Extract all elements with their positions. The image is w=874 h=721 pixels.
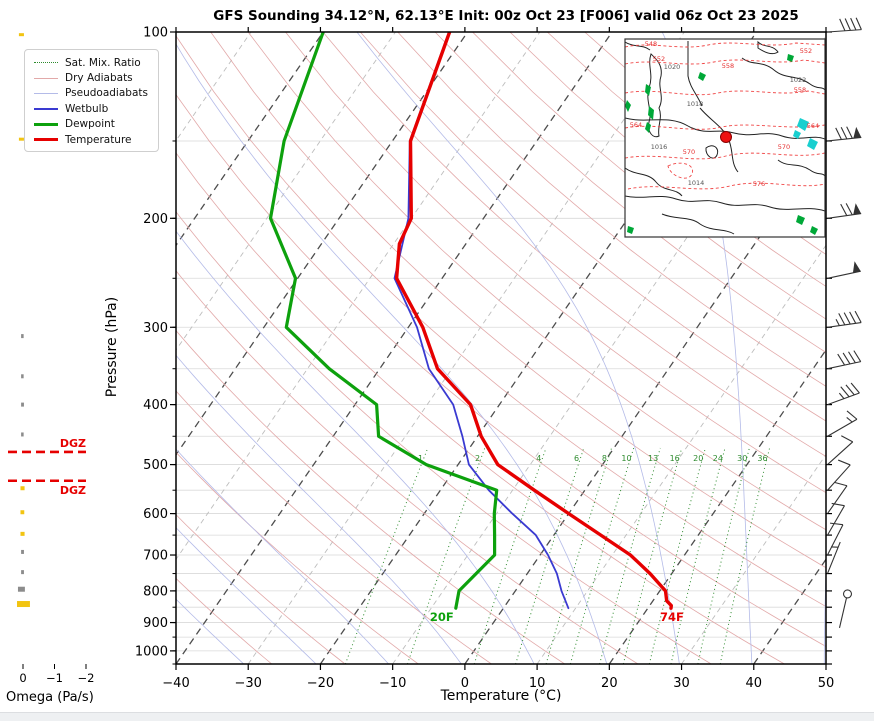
legend-item-wetbulb: Wetbulb bbox=[25, 101, 158, 116]
svg-text:564: 564 bbox=[630, 121, 642, 129]
svg-text:−40: −40 bbox=[162, 676, 189, 691]
svg-text:900: 900 bbox=[143, 616, 168, 631]
svg-text:40: 40 bbox=[746, 676, 763, 691]
svg-text:570: 570 bbox=[778, 143, 790, 151]
svg-text:200: 200 bbox=[143, 212, 168, 227]
svg-text:4: 4 bbox=[536, 454, 541, 463]
svg-text:10: 10 bbox=[621, 454, 631, 463]
legend-item-pseudoadiabats: Pseudoadiabats bbox=[25, 86, 158, 101]
svg-text:1000: 1000 bbox=[135, 644, 168, 659]
legend-item-dry-adiabats: Dry Adiabats bbox=[25, 70, 158, 85]
svg-text:0: 0 bbox=[19, 671, 26, 685]
pseudoadiabat-lines bbox=[176, 32, 826, 664]
svg-text:8: 8 bbox=[602, 454, 607, 463]
svg-text:20: 20 bbox=[693, 454, 703, 463]
svg-text:1022: 1022 bbox=[790, 76, 807, 84]
svg-text:1020: 1020 bbox=[664, 63, 681, 71]
dewpoint-curve bbox=[268, 32, 499, 610]
svg-text:100: 100 bbox=[143, 26, 168, 41]
svg-text:6: 6 bbox=[574, 454, 579, 463]
legend-item-sat-mix-ratio: Sat. Mix. Ratio bbox=[25, 55, 158, 70]
svg-text:20: 20 bbox=[601, 676, 618, 691]
legend: Sat. Mix. Ratio Dry Adiabats Pseudoadiab… bbox=[24, 49, 159, 153]
temperature-curve bbox=[394, 32, 673, 610]
svg-text:552: 552 bbox=[800, 47, 812, 55]
omega-panel: 0 −1 −2 bbox=[17, 33, 94, 685]
dewpoint-line-swatch bbox=[34, 122, 58, 126]
legend-item-temperature: Temperature bbox=[25, 132, 158, 147]
svg-text:30: 30 bbox=[673, 676, 690, 691]
svg-text:558: 558 bbox=[794, 86, 806, 94]
svg-text:24: 24 bbox=[713, 454, 723, 463]
svg-text:700: 700 bbox=[143, 549, 168, 564]
svg-text:1016: 1016 bbox=[651, 143, 668, 151]
mixing-ratio-lines bbox=[344, 447, 771, 664]
svg-text:0: 0 bbox=[461, 676, 469, 691]
wetbulb-curve bbox=[393, 32, 570, 610]
pseudoadiabats-line-swatch bbox=[34, 92, 58, 94]
wind-barb-column bbox=[826, 17, 862, 629]
svg-text:−10: −10 bbox=[379, 676, 406, 691]
svg-text:400: 400 bbox=[143, 398, 168, 413]
svg-text:1014: 1014 bbox=[688, 179, 705, 187]
svg-text:600: 600 bbox=[143, 507, 168, 522]
svg-text:30: 30 bbox=[737, 454, 747, 463]
svg-text:570: 570 bbox=[683, 148, 695, 156]
svg-text:−20: −20 bbox=[307, 676, 334, 691]
svg-text:558: 558 bbox=[722, 62, 734, 70]
wetbulb-line-swatch bbox=[34, 107, 58, 110]
svg-text:548: 548 bbox=[645, 40, 657, 48]
svg-text:552: 552 bbox=[653, 55, 665, 63]
svg-text:1018: 1018 bbox=[687, 100, 704, 108]
axis-tick-labels: −40 −30 −20 −10 0 10 20 30 40 5010020030040050060… bbox=[135, 26, 834, 692]
svg-text:20F: 20F bbox=[430, 610, 454, 624]
pressure-axis-label: Pressure (hPa) bbox=[104, 296, 120, 398]
svg-text:2: 2 bbox=[475, 454, 480, 463]
svg-text:10: 10 bbox=[529, 676, 546, 691]
window-footer-strip bbox=[0, 712, 874, 721]
dgz-markers: DGZ DGZ bbox=[8, 437, 86, 497]
surface-value-labels: 20F 74F bbox=[430, 610, 684, 624]
svg-text:800: 800 bbox=[143, 584, 168, 599]
axes-frame-and-ticks bbox=[170, 27, 832, 670]
dry-adiabat-lines bbox=[176, 32, 826, 664]
svg-text:DGZ: DGZ bbox=[60, 437, 86, 450]
mixing-ratio-labels: 1 2 4 6 8 10 13 16 20 24 30 36 bbox=[418, 454, 768, 463]
pressure-gridlines bbox=[176, 32, 826, 652]
temperature-axis-label: Temperature (°C) bbox=[440, 688, 562, 704]
omega-axis-label: Omega (Pa/s) bbox=[6, 690, 94, 705]
temperature-line-swatch bbox=[34, 138, 58, 142]
sat-mix-ratio-line-swatch bbox=[34, 62, 58, 64]
svg-text:DGZ: DGZ bbox=[60, 484, 86, 497]
map-inset-frame bbox=[624, 38, 826, 238]
svg-text:1: 1 bbox=[418, 454, 423, 463]
svg-text:16: 16 bbox=[670, 454, 680, 463]
svg-text:500: 500 bbox=[143, 458, 168, 473]
svg-text:576: 576 bbox=[753, 180, 765, 188]
svg-text:36: 36 bbox=[757, 454, 767, 463]
svg-text:−2: −2 bbox=[78, 671, 95, 685]
svg-text:74F: 74F bbox=[660, 610, 684, 624]
svg-text:13: 13 bbox=[648, 454, 658, 463]
svg-text:564: 564 bbox=[807, 122, 819, 130]
chart-title: GFS Sounding 34.12°N, 62.13°E Init: 00z … bbox=[213, 8, 799, 24]
svg-text:50: 50 bbox=[818, 676, 835, 691]
dry-adiabats-line-swatch bbox=[34, 77, 58, 79]
svg-text:300: 300 bbox=[143, 321, 168, 336]
svg-text:−30: −30 bbox=[235, 676, 262, 691]
legend-item-dewpoint: Dewpoint bbox=[25, 117, 158, 132]
svg-text:−1: −1 bbox=[46, 671, 63, 685]
